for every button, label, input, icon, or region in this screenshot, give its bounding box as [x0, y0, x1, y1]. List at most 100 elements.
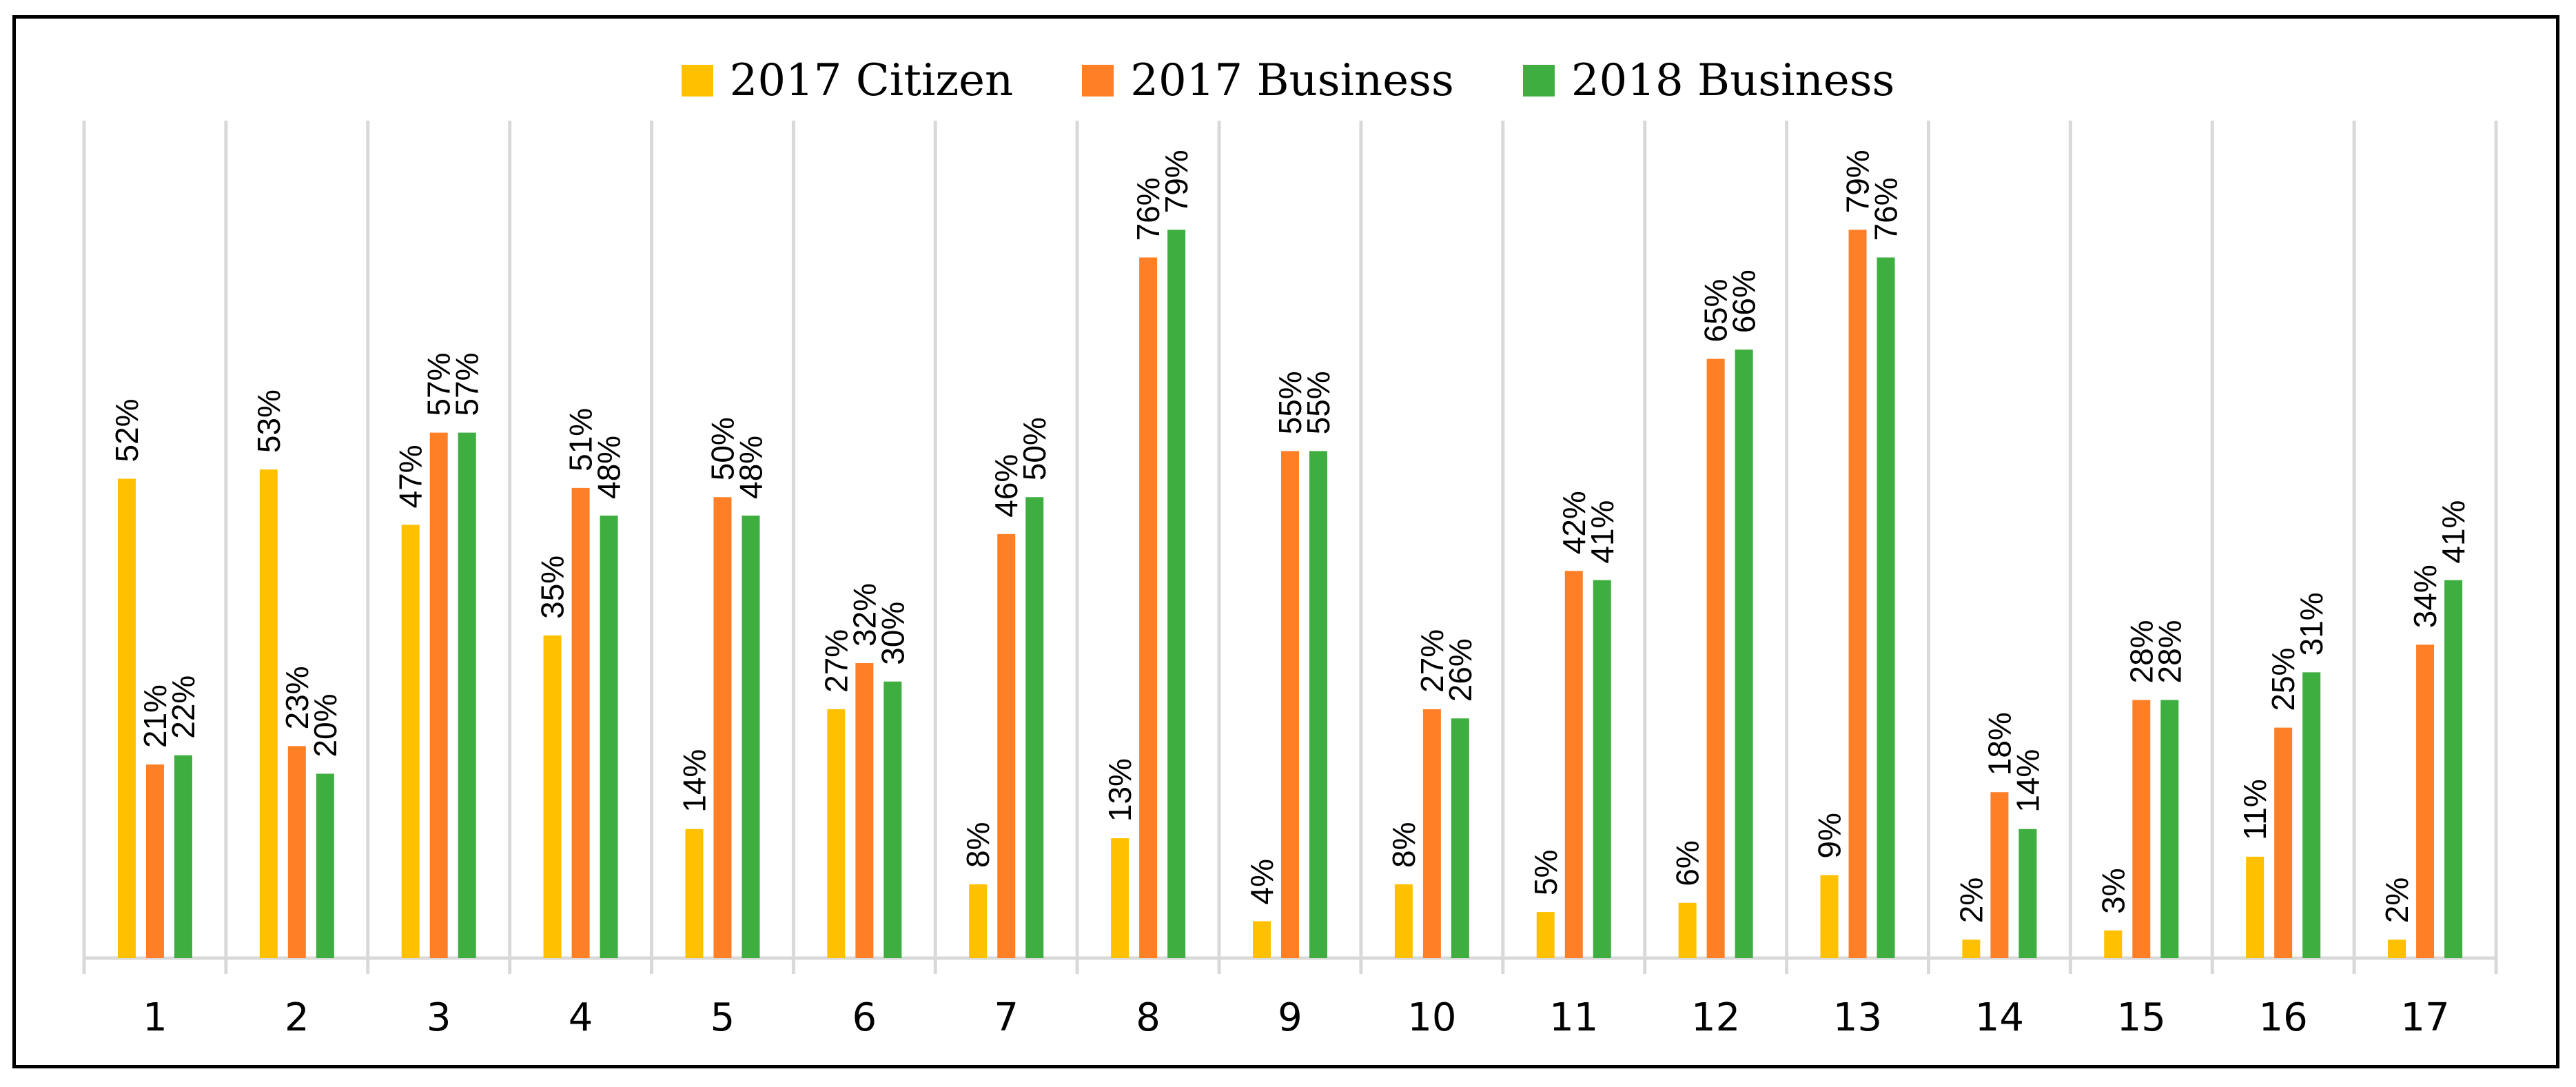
x-tick-label-3: 3 — [427, 995, 451, 1040]
bar-2017-citizen-7 — [969, 884, 988, 958]
bar-2018-business-4 — [600, 516, 618, 958]
bar-2017-business-1 — [145, 764, 164, 958]
data-label-2018-business-3: 57% — [449, 353, 485, 416]
bar-2018-business-11 — [1593, 580, 1611, 958]
bar-2017-business-5 — [713, 497, 732, 958]
bar-2017-citizen-16 — [2246, 856, 2265, 958]
bar-2018-business-14 — [2018, 829, 2037, 958]
bar-2017-business-6 — [855, 663, 874, 958]
bar-2017-business-9 — [1281, 451, 1299, 958]
data-label-2017-citizen-7: 8% — [960, 822, 996, 868]
data-label-2017-business-16: 25% — [2265, 648, 2301, 711]
data-label-2017-business-15: 28% — [2123, 620, 2159, 683]
bar-2017-citizen-4 — [543, 635, 562, 958]
bar-2018-business-8 — [1167, 230, 1186, 958]
x-tick-label-5: 5 — [711, 995, 735, 1040]
data-label-2017-citizen-1: 52% — [109, 398, 145, 462]
bar-2018-business-15 — [2160, 700, 2179, 958]
data-label-2017-citizen-6: 27% — [818, 629, 854, 693]
bar-2017-citizen-13 — [1820, 875, 1839, 958]
x-tick-label-8: 8 — [1136, 995, 1161, 1040]
data-label-2018-business-8: 79% — [1158, 150, 1194, 213]
bar-2017-business-10 — [1422, 709, 1441, 958]
data-label-2018-business-2: 20% — [307, 693, 343, 757]
bar-2017-citizen-3 — [401, 525, 420, 958]
data-label-2017-citizen-4: 35% — [535, 556, 571, 619]
data-label-2017-business-4: 51% — [563, 408, 599, 471]
bar-2017-business-11 — [1564, 571, 1583, 958]
legend-label-2018-business: 2018 Business — [1571, 55, 1895, 106]
data-label-2017-citizen-17: 2% — [2379, 877, 2415, 923]
legend-label-2017-citizen: 2017 Citizen — [729, 55, 1014, 106]
x-tick-label-11: 11 — [1549, 995, 1598, 1040]
data-label-2017-citizen-13: 9% — [1812, 813, 1848, 858]
data-label-2018-business-15: 28% — [2151, 620, 2187, 683]
data-label-2018-business-16: 31% — [2293, 592, 2329, 656]
bar-2018-business-2 — [316, 773, 334, 958]
bar-2017-business-7 — [997, 534, 1016, 958]
bar-2017-citizen-12 — [1678, 902, 1697, 958]
legend-swatch-2017-citizen — [681, 65, 713, 96]
data-label-2017-business-8: 76% — [1130, 177, 1166, 241]
data-label-2017-citizen-16: 11% — [2237, 779, 2273, 840]
bar-2018-business-7 — [1025, 497, 1044, 958]
bar-2017-citizen-2 — [259, 469, 278, 958]
x-tick-label-17: 17 — [2400, 995, 2449, 1040]
bar-2018-business-1 — [174, 755, 192, 958]
x-tick-label-10: 10 — [1407, 995, 1456, 1040]
legend-item-2017-citizen: 2017 Citizen — [681, 55, 1014, 106]
data-label-2017-citizen-8: 13% — [1102, 758, 1138, 822]
legend-item-2017-business: 2017 Business — [1082, 55, 1454, 106]
x-tick-label-12: 12 — [1691, 995, 1740, 1040]
bar-2017-business-15 — [2132, 700, 2151, 958]
data-label-2018-business-12: 66% — [1726, 270, 1762, 333]
x-tick-label-9: 9 — [1278, 995, 1302, 1040]
data-label-2018-business-9: 55% — [1300, 371, 1336, 434]
bar-2017-citizen-6 — [827, 709, 846, 958]
bar-2017-citizen-1 — [117, 478, 136, 958]
bar-2018-business-16 — [2302, 672, 2321, 958]
data-label-2017-business-9: 55% — [1272, 371, 1308, 434]
bar-2017-business-13 — [1848, 230, 1867, 958]
x-tick-label-14: 14 — [1975, 995, 2024, 1040]
legend-swatch-2018-business — [1522, 65, 1555, 96]
bar-2017-citizen-14 — [1962, 939, 1981, 958]
data-label-2017-business-2: 23% — [279, 666, 315, 729]
x-tick-label-4: 4 — [569, 995, 593, 1040]
bar-2017-business-12 — [1706, 358, 1725, 958]
data-label-2018-business-14: 14% — [2010, 749, 2045, 813]
bar-2017-business-8 — [1139, 257, 1158, 958]
data-label-2018-business-17: 41% — [2435, 500, 2471, 564]
bar-2017-citizen-10 — [1394, 884, 1413, 958]
data-label-2017-business-5: 50% — [704, 417, 740, 480]
data-label-2017-business-3: 57% — [421, 353, 457, 416]
bar-2018-business-13 — [1877, 257, 1895, 958]
legend-label-2017-business: 2017 Business — [1130, 55, 1454, 106]
bar-2017-business-16 — [2274, 727, 2293, 958]
bar-2017-citizen-11 — [1536, 912, 1555, 958]
data-label-2017-citizen-3: 47% — [393, 445, 429, 508]
bar-2018-business-6 — [883, 681, 902, 958]
bar-2018-business-9 — [1309, 451, 1327, 958]
chart-legend: 2017 Citizen 2017 Business 2018 Business — [0, 43, 2576, 119]
data-label-2017-citizen-9: 4% — [1244, 859, 1280, 904]
x-tick-label-16: 16 — [2259, 995, 2308, 1040]
data-label-2017-citizen-10: 8% — [1386, 822, 1422, 868]
x-tick-label-15: 15 — [2117, 995, 2166, 1040]
bar-2017-citizen-5 — [685, 829, 704, 958]
data-label-2018-business-6: 30% — [875, 602, 910, 665]
data-label-2018-business-5: 48% — [733, 436, 768, 499]
data-label-2017-citizen-2: 53% — [251, 389, 287, 453]
data-label-2017-business-17: 34% — [2407, 565, 2443, 628]
data-label-2017-business-1: 21% — [137, 684, 173, 748]
data-label-2018-business-11: 41% — [1584, 500, 1620, 564]
data-label-2017-business-11: 42% — [1556, 491, 1592, 554]
bar-2017-business-14 — [1990, 792, 2009, 958]
bar-2018-business-3 — [458, 432, 476, 958]
data-label-2018-business-7: 50% — [1016, 417, 1052, 480]
bar-2017-business-3 — [429, 432, 448, 958]
bar-2017-citizen-17 — [2388, 939, 2406, 958]
data-label-2018-business-4: 48% — [591, 436, 627, 499]
data-label-2017-business-6: 32% — [846, 583, 882, 647]
